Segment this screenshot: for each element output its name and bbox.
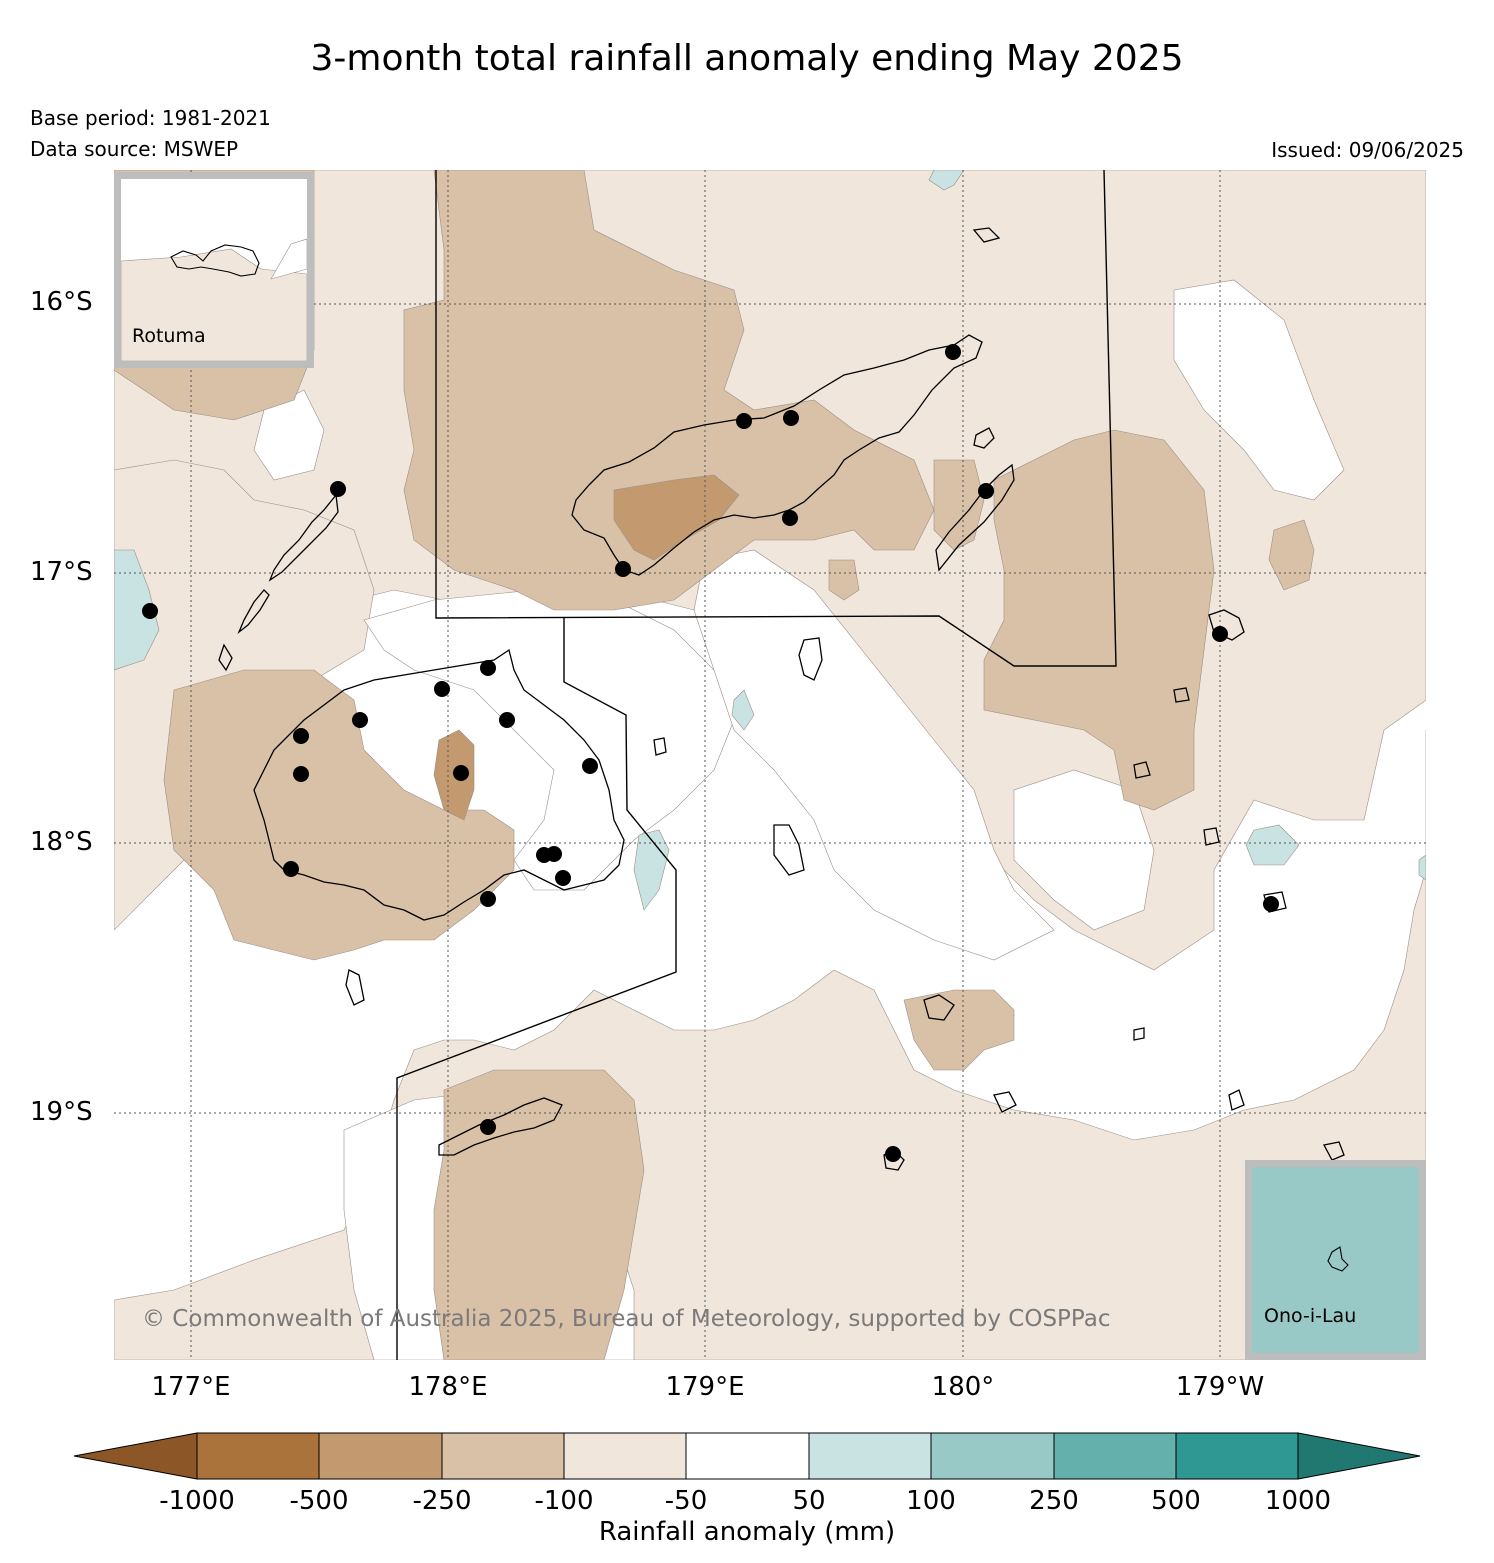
- ono-i-lau-inset[interactable]: Ono-i-Lau: [1245, 1160, 1426, 1360]
- station-marker: [434, 681, 450, 697]
- map-canvas: [114, 170, 1426, 1360]
- station-marker: [782, 510, 798, 526]
- colorbar-tick: -500: [289, 1486, 349, 1516]
- colorbar-tick: 1000: [1264, 1486, 1332, 1516]
- station-markers: [142, 344, 1279, 1162]
- station-marker: [283, 861, 299, 877]
- lon-label-177e: 177°E: [151, 1372, 231, 1402]
- station-marker: [352, 712, 368, 728]
- data-source: Data source: MSWEP: [30, 137, 239, 161]
- anomaly-moderate-dry-regions: [114, 170, 1315, 1360]
- station-marker: [480, 1119, 496, 1135]
- colorbar-segment: [685, 1432, 810, 1480]
- lat-label-17s: 17°S: [30, 557, 93, 587]
- station-marker: [330, 481, 346, 497]
- colorbar-tick: -250: [412, 1486, 472, 1516]
- station-marker: [480, 660, 496, 676]
- station-marker: [1212, 626, 1228, 642]
- station-marker: [582, 758, 598, 774]
- colorbar-segment: [563, 1432, 687, 1480]
- station-marker: [142, 603, 158, 619]
- station-marker: [736, 413, 752, 429]
- colorbar-segment: [196, 1432, 320, 1480]
- station-marker: [783, 410, 799, 426]
- station-marker: [945, 344, 961, 360]
- station-marker: [885, 1146, 901, 1162]
- colorbar-segment: [1175, 1432, 1299, 1480]
- rotuma-label: Rotuma: [132, 325, 206, 347]
- colorbar-tick: 500: [1151, 1486, 1201, 1516]
- ono-i-lau-inset-map: [1327, 1246, 1349, 1272]
- colorbar-segment-lt-1000: [74, 1432, 198, 1480]
- lon-label-179e: 179°E: [665, 1372, 745, 1402]
- map-gridlines: [114, 170, 1426, 1360]
- colorbar-tick: 50: [792, 1486, 826, 1516]
- colorbar-segment: [441, 1432, 565, 1480]
- colorbar-label: Rainfall anomaly (mm): [598, 1517, 896, 1547]
- colorbar-tick: 250: [1029, 1486, 1079, 1516]
- rotuma-inset-map: [121, 238, 307, 361]
- lat-label-18s: 18°S: [30, 827, 93, 857]
- base-period: Base period: 1981-2021: [30, 106, 271, 130]
- colorbar-tick: 100: [906, 1486, 956, 1516]
- ono-i-lau-label: Ono-i-Lau: [1264, 1305, 1357, 1327]
- colorbar-tick: -1000: [159, 1486, 235, 1516]
- colorbar-segment: [930, 1432, 1055, 1480]
- station-marker: [546, 846, 562, 862]
- colorbar-tick: -100: [534, 1486, 594, 1516]
- station-marker: [615, 561, 631, 577]
- station-marker: [480, 891, 496, 907]
- station-marker: [293, 766, 309, 782]
- rotuma-inset[interactable]: Rotuma: [114, 172, 314, 368]
- colorbar-segment-gt-1000: [1297, 1432, 1421, 1480]
- division-boundaries: [396, 170, 1117, 1360]
- colorbar-tick: -50: [664, 1486, 708, 1516]
- colorbar-segment: [1053, 1432, 1177, 1480]
- station-marker: [499, 712, 515, 728]
- station-marker: [978, 483, 994, 499]
- colorbar: [74, 1432, 1421, 1480]
- lon-label-179w: 179°W: [1175, 1372, 1265, 1402]
- map-title: 3-month total rainfall anomaly ending Ma…: [310, 38, 1184, 79]
- lat-label-19s: 19°S: [30, 1097, 93, 1127]
- station-marker: [555, 870, 571, 886]
- colorbar-segment: [808, 1432, 932, 1480]
- lon-label-180: 180°: [931, 1372, 995, 1402]
- station-marker: [293, 728, 309, 744]
- station-marker: [1263, 896, 1279, 912]
- station-marker: [453, 765, 469, 781]
- colorbar-segment: [318, 1432, 443, 1480]
- lat-label-16s: 16°S: [30, 287, 93, 317]
- lon-label-178e: 178°E: [408, 1372, 488, 1402]
- copyright-notice: © Commonwealth of Australia 2025, Bureau…: [142, 1306, 1111, 1332]
- issued-date: Issued: 09/06/2025: [1271, 138, 1464, 162]
- map-area[interactable]: [114, 170, 1426, 1360]
